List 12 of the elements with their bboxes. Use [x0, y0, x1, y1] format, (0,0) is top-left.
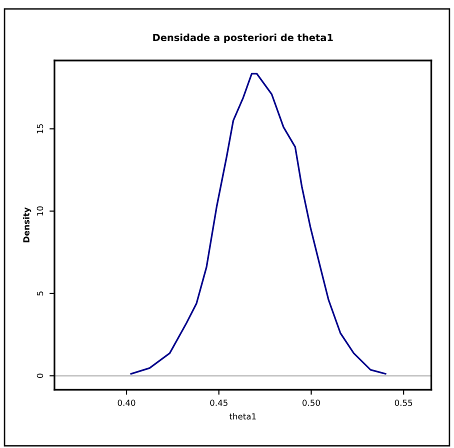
y-tick-label: 10: [36, 206, 44, 216]
y-tick-label: 15: [36, 124, 44, 134]
y-tick-label: 5: [36, 292, 44, 296]
x-tick-label: 0.40: [118, 400, 136, 406]
chart-title: Densidade a posteriori de theta1: [153, 34, 333, 44]
x-tick-label: 0.45: [210, 400, 228, 406]
y-axis-title: Density: [23, 207, 32, 242]
line-series: [130, 72, 386, 375]
x-tick-label: 0.50: [302, 400, 320, 406]
y-tick-label: 0: [36, 374, 44, 378]
x-tick-label: 0.55: [394, 400, 412, 406]
x-axis-title: theta1: [229, 413, 256, 420]
